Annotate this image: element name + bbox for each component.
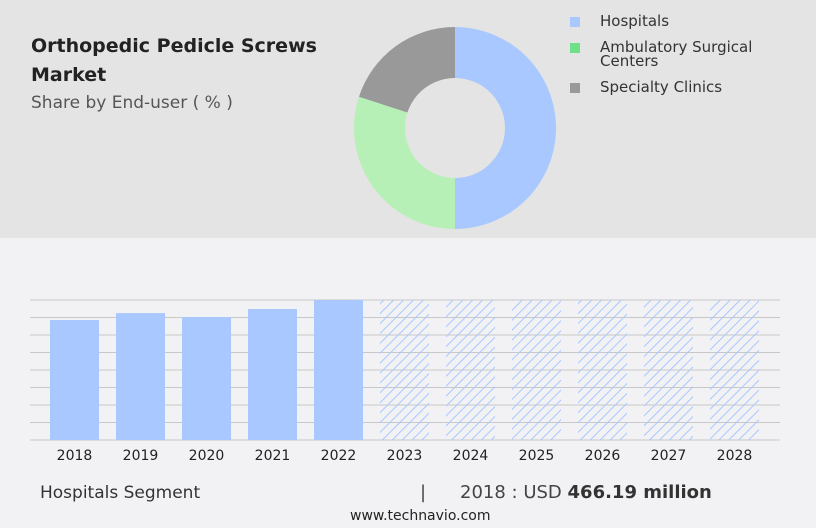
bar-2019 [116, 313, 165, 440]
year-label: 2018 : USD [460, 482, 562, 503]
legend-item-ambulatory: Ambulatory Surgical Centers [570, 38, 770, 70]
donut-slice-specialty-clinics [358, 27, 455, 113]
x-tick-label: 2023 [387, 448, 423, 464]
x-tick-label: 2020 [189, 448, 225, 464]
x-tick-labels: 2018 2019 2020 2021 2022 2023 2024 2025 2026 2027… [57, 448, 753, 464]
legend-label: Ambulatory Surgical Centers [600, 38, 753, 70]
x-tick-label: 2022 [321, 448, 357, 464]
x-tick-label: 2027 [651, 448, 687, 464]
bar-2020 [182, 316, 231, 440]
bars [50, 300, 759, 440]
legend-swatch [570, 17, 580, 27]
bar-forecast-2026 [578, 300, 627, 440]
legend: Hospitals Ambulatory Surgical Centers Sp… [570, 14, 770, 106]
x-tick-label: 2026 [585, 448, 621, 464]
legend-swatch [570, 83, 580, 93]
legend-label: Specialty Clinics [600, 78, 723, 96]
x-tick-label: 2021 [255, 448, 291, 464]
legend-item-hospitals: Hospitals [570, 12, 770, 30]
bar-2022 [314, 300, 363, 440]
separator: | [420, 482, 427, 503]
bar-forecast-2028 [710, 300, 759, 440]
x-tick-label: 2019 [123, 448, 159, 464]
bar-forecast-2024 [446, 300, 495, 440]
x-tick-label: 2025 [519, 448, 555, 464]
chart-title: Orthopedic Pedicle Screws Market [31, 35, 317, 86]
donut-slice-ambulatory-surgical-centers [353, 96, 455, 230]
x-tick-label: 2028 [717, 448, 753, 464]
bar-forecast-2025 [512, 300, 561, 440]
legend-label: Hospitals [600, 12, 670, 30]
x-tick-label: 2024 [453, 448, 489, 464]
x-tick-label: 2018 [57, 448, 93, 464]
legend-item-specialty: Specialty Clinics [570, 78, 770, 96]
bar-2018 [50, 320, 99, 440]
value-label: 466.19 million [567, 482, 712, 503]
donut-slice-hospitals [455, 27, 556, 229]
source-url: www.technavio.com [350, 508, 491, 524]
chart-subtitle: Share by End-user ( % ) [31, 93, 233, 113]
donut-chart [353, 27, 556, 230]
bar-2021 [248, 309, 297, 440]
bar-forecast-2023 [380, 300, 429, 440]
bar-forecast-2027 [644, 300, 693, 440]
legend-swatch [570, 43, 580, 53]
segment-label: Hospitals Segment [40, 483, 201, 503]
segment-value: 2018 : USD 466.19 million [460, 482, 712, 503]
